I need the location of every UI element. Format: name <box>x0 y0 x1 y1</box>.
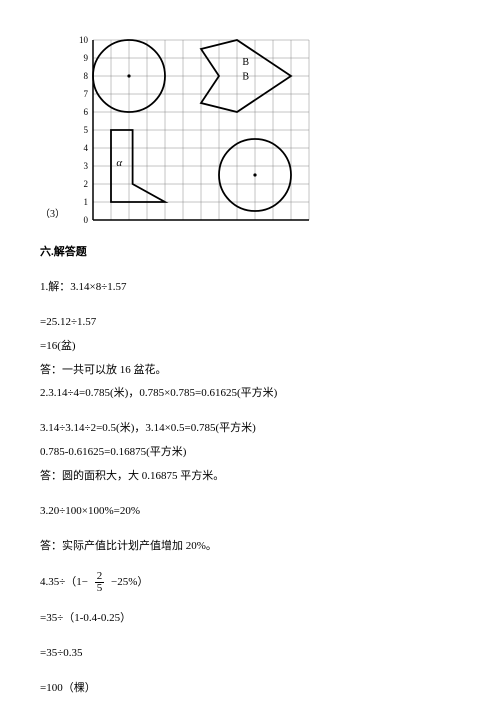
svg-text:B: B <box>242 57 249 68</box>
frac-prefix: 4.35÷（1− <box>40 576 88 588</box>
fraction: 2 5 <box>95 571 105 594</box>
svg-text:3: 3 <box>84 161 89 171</box>
figure-number: （3） <box>40 205 65 224</box>
svg-text:B: B <box>242 72 249 83</box>
solution-line: =100（棵） <box>40 678 450 699</box>
svg-text:5: 5 <box>84 125 89 135</box>
solution-line-fraction: 4.35÷（1− 2 5 −25%） <box>40 571 450 594</box>
solution-line: 3.20÷100×100%=20% <box>40 501 450 522</box>
solution-line: 答：一共可以放 16 盆花。 <box>40 360 450 381</box>
fraction-denominator: 5 <box>95 583 105 594</box>
svg-text:8: 8 <box>84 71 89 81</box>
svg-text:9: 9 <box>84 53 89 63</box>
svg-text:α: α <box>116 157 122 169</box>
frac-suffix: −25%） <box>111 576 148 588</box>
solution-line: 答：实际产值比计划产值增加 20%。 <box>40 536 450 557</box>
figure-3-wrap: （3） 123456789101112012345678910BBα <box>40 20 450 224</box>
svg-text:10: 10 <box>79 35 89 45</box>
grid-figure: 123456789101112012345678910BBα <box>73 20 313 224</box>
svg-text:0: 0 <box>84 215 89 224</box>
svg-text:1: 1 <box>84 197 89 207</box>
solution-line: =35÷（1-0.4-0.25） <box>40 608 450 629</box>
svg-text:4: 4 <box>84 143 89 153</box>
fraction-numerator: 2 <box>95 571 105 583</box>
svg-text:7: 7 <box>84 89 89 99</box>
svg-text:6: 6 <box>84 107 89 117</box>
solution-line: =35÷0.35 <box>40 643 450 664</box>
solution-line: 0.785-0.61625=0.16875(平方米) <box>40 442 450 463</box>
svg-text:2: 2 <box>84 179 89 189</box>
solution-line: 3.14÷3.14÷2=0.5(米)，3.14×0.5=0.785(平方米) <box>40 418 450 439</box>
section-title: 六.解答题 <box>40 242 450 263</box>
solution-line: 答：圆的面积大，大 0.16875 平方米。 <box>40 466 450 487</box>
solution-line: 2.3.14÷4=0.785(米)，0.785×0.785=0.61625(平方… <box>40 383 450 404</box>
solution-line: 1.解：3.14×8÷1.57 <box>40 277 450 298</box>
solution-line: =25.12÷1.57 <box>40 312 450 333</box>
solution-line: =16(盆) <box>40 336 450 357</box>
